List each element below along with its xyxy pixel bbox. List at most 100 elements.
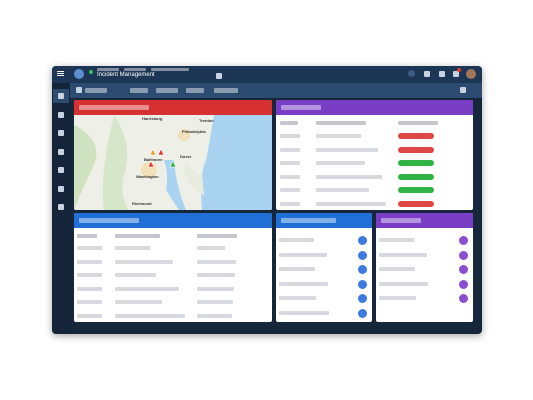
sidebar-icon[interactable] bbox=[58, 204, 64, 210]
cell bbox=[280, 188, 300, 192]
cell bbox=[77, 246, 102, 250]
cell bbox=[316, 174, 382, 179]
column-header bbox=[197, 234, 237, 238]
breadcrumb[interactable] bbox=[97, 68, 119, 71]
sidebar bbox=[52, 83, 70, 334]
map-label: Washington bbox=[136, 174, 159, 179]
notifications-icon[interactable] bbox=[453, 71, 459, 77]
cell bbox=[197, 273, 235, 277]
cell bbox=[280, 161, 300, 165]
column-header bbox=[398, 121, 438, 125]
list-badge bbox=[459, 236, 468, 245]
incident-marker[interactable] bbox=[169, 160, 177, 168]
cell bbox=[77, 313, 102, 318]
filter[interactable] bbox=[214, 88, 238, 93]
cell bbox=[197, 246, 225, 250]
list-item bbox=[279, 267, 315, 271]
bookmark-icon[interactable] bbox=[216, 73, 222, 79]
map-peninsula bbox=[184, 160, 204, 195]
status-pill bbox=[398, 146, 434, 153]
list-badge bbox=[459, 279, 468, 289]
cell bbox=[115, 286, 179, 291]
column-header bbox=[77, 234, 97, 238]
cell bbox=[316, 161, 365, 165]
cell bbox=[316, 188, 369, 192]
cell bbox=[115, 300, 162, 304]
list-panel bbox=[276, 213, 372, 322]
menu-button[interactable] bbox=[57, 71, 64, 72]
user-filter[interactable] bbox=[76, 87, 82, 93]
chat-icon[interactable] bbox=[439, 71, 445, 77]
cell bbox=[280, 147, 300, 152]
incident-marker[interactable] bbox=[149, 148, 157, 156]
sidebar-icon[interactable] bbox=[58, 130, 64, 136]
cell bbox=[280, 201, 300, 206]
list-item bbox=[379, 252, 427, 257]
cell bbox=[197, 286, 234, 291]
list-badge bbox=[358, 236, 367, 245]
incident-marker[interactable] bbox=[157, 148, 165, 156]
cell bbox=[115, 259, 173, 264]
user-status[interactable] bbox=[408, 70, 415, 77]
cell bbox=[77, 273, 102, 277]
cell bbox=[115, 313, 185, 318]
filter[interactable] bbox=[130, 88, 148, 93]
status-pill bbox=[398, 200, 434, 207]
cell bbox=[77, 300, 102, 304]
column-header bbox=[280, 121, 298, 125]
map-forest bbox=[74, 125, 97, 210]
list-badge bbox=[459, 265, 468, 274]
status-pill bbox=[398, 173, 434, 180]
list-badge bbox=[358, 250, 367, 260]
filter[interactable] bbox=[186, 88, 204, 93]
map-label: Philadelphia bbox=[182, 129, 206, 134]
sidebar-icon[interactable] bbox=[58, 167, 64, 173]
top-bar: Incident Management bbox=[52, 66, 482, 83]
map-bay bbox=[164, 160, 186, 210]
breadcrumb[interactable] bbox=[151, 68, 189, 71]
cell bbox=[77, 259, 102, 264]
breadcrumb[interactable] bbox=[124, 68, 146, 71]
cell bbox=[115, 273, 156, 277]
map-ocean bbox=[201, 115, 272, 210]
sidebar-icon[interactable] bbox=[58, 185, 64, 192]
cell bbox=[316, 134, 361, 138]
avatar[interactable] bbox=[466, 69, 476, 79]
sidebar-icon[interactable] bbox=[58, 93, 64, 99]
list-item bbox=[379, 281, 428, 286]
panel-header bbox=[276, 213, 372, 228]
map-panel: Harrisburg Trenton Philadelphia Baltimor… bbox=[74, 100, 272, 210]
list-item bbox=[379, 296, 416, 300]
filter[interactable] bbox=[156, 88, 178, 93]
notification-badge bbox=[457, 68, 461, 72]
panel-header bbox=[74, 100, 272, 115]
list-badge bbox=[459, 250, 468, 260]
cell bbox=[316, 147, 378, 152]
panel-header bbox=[376, 213, 473, 228]
list-badge bbox=[358, 308, 367, 318]
cell bbox=[280, 134, 300, 138]
status-pill bbox=[398, 133, 434, 139]
cell bbox=[197, 259, 236, 264]
search-icon[interactable] bbox=[424, 71, 430, 77]
map-label: Dover bbox=[180, 154, 192, 159]
layout-button[interactable] bbox=[460, 87, 466, 93]
sidebar-icon[interactable] bbox=[58, 111, 64, 118]
list-item bbox=[279, 281, 328, 286]
sidebar-icon[interactable] bbox=[58, 148, 64, 155]
cell bbox=[197, 313, 232, 318]
map-forest bbox=[102, 115, 129, 210]
filter[interactable] bbox=[85, 88, 107, 93]
incident-marker[interactable] bbox=[147, 160, 155, 168]
status-dot bbox=[89, 70, 93, 74]
map-label: Trenton bbox=[199, 118, 214, 123]
list-badge bbox=[459, 294, 468, 303]
logo bbox=[74, 69, 84, 79]
list-badge bbox=[358, 279, 367, 289]
toolbar bbox=[70, 83, 482, 98]
panel-header bbox=[276, 100, 473, 115]
list-item bbox=[279, 310, 329, 315]
cell bbox=[280, 174, 300, 179]
panel-header bbox=[74, 213, 272, 228]
